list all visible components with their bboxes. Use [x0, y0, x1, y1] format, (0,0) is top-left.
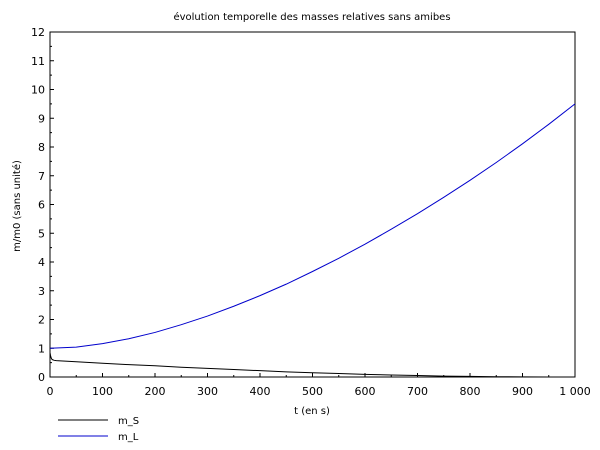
legend-label: m_L: [118, 432, 139, 443]
y-tick-label: 0: [38, 371, 45, 384]
x-tick-label: 800: [460, 385, 481, 398]
x-tick-label: 200: [145, 385, 166, 398]
plot-area: 0 100 200 300 400 500 600 700 800 900 1 000 012345…: [31, 26, 591, 398]
y-tick-label: 11: [31, 55, 45, 68]
x-tick-label: 900: [512, 385, 533, 398]
y-tick-label: 4: [38, 256, 45, 269]
series-group: [49, 103, 576, 378]
x-tick-label: 300: [197, 385, 218, 398]
chart-title: évolution temporelle des masses relative…: [173, 11, 450, 23]
series-line-m_S: [49, 352, 576, 378]
y-tick-label: 5: [38, 227, 45, 240]
x-tick-label: 400: [250, 385, 271, 398]
legend: m_S m_L: [58, 416, 139, 443]
x-tick-label: 0: [47, 385, 54, 398]
y-tick-label: 9: [38, 112, 45, 125]
plot-frame: [49, 31, 576, 378]
x-tick-label: 100: [92, 385, 113, 398]
y-tick-label: 7: [38, 170, 45, 183]
x-tick-label: 700: [407, 385, 428, 398]
y-tick-label: 12: [31, 26, 45, 39]
y-tick-label: 8: [38, 141, 45, 154]
x-tick-label: 1 000: [559, 385, 591, 398]
y-tick-label: 3: [38, 285, 45, 298]
x-tick-label: 600: [355, 385, 376, 398]
x-axis-label: t (en s): [294, 406, 330, 417]
series-line-m_L: [49, 103, 576, 349]
y-tick-label: 2: [38, 314, 45, 327]
x-tick-label: 500: [302, 385, 323, 398]
y-tick-label: 10: [31, 84, 45, 97]
y-tick-label: 1: [38, 342, 45, 355]
y-tick-label: 6: [38, 199, 45, 212]
y-axis-label: m/m0 (sans unité): [11, 160, 23, 252]
legend-label: m_S: [118, 416, 139, 427]
x-axis: 0 100 200 300 400 500 600 700 800 900 1 000: [47, 373, 591, 398]
